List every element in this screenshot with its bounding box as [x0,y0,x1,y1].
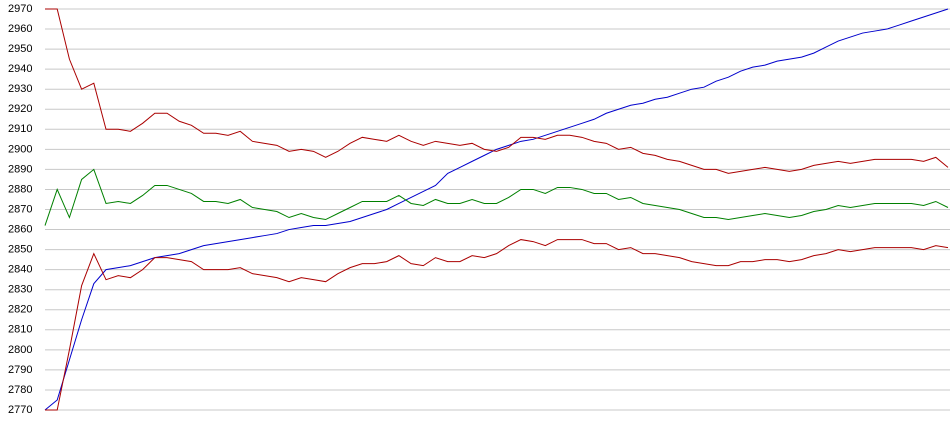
y-tick-label: 2820 [8,304,32,316]
y-tick-label: 2960 [8,23,32,35]
series-line [44,168,949,226]
y-tick-label: 2900 [8,143,32,155]
y-tick-label: 2910 [8,123,32,135]
y-tick-label: 2970 [8,3,32,15]
y-tick-label: 2950 [8,43,32,55]
y-tick-label: 2790 [8,364,32,376]
y-tick-label: 2940 [8,63,32,75]
y-tick-label: 2860 [8,223,32,235]
y-tick-label: 2780 [8,384,32,396]
y-tick-label: 2810 [8,324,32,336]
y-tick-label: 2890 [8,163,32,175]
y-tick-label: 2930 [8,83,32,95]
y-tick-label: 2880 [8,183,32,195]
y-tick-label: 2840 [8,264,32,276]
y-tick-label: 2870 [8,203,32,215]
series-line [45,8,949,174]
y-tick-label: 2850 [8,244,32,256]
series-line [45,239,949,411]
y-tick-label: 2830 [8,284,32,296]
y-tick-label: 2770 [8,404,32,416]
y-tick-label: 2800 [8,344,32,356]
y-tick-label: 2920 [8,103,32,115]
series-line [44,8,949,411]
